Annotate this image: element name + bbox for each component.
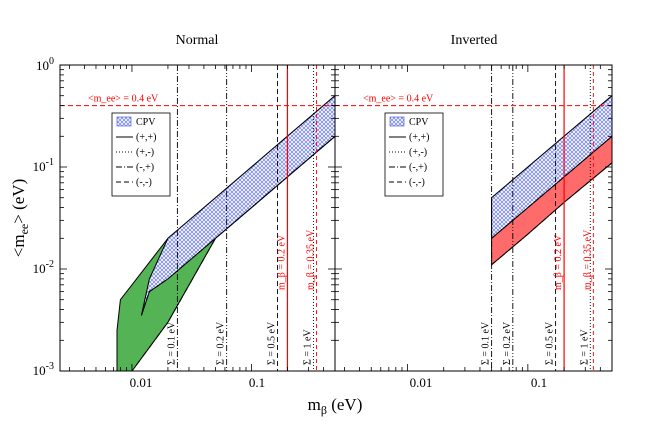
y-axis-label: <mee> (eV) bbox=[9, 179, 31, 257]
curve-mp-1 bbox=[491, 162, 612, 266]
legend-label-mp: (-,+) bbox=[136, 162, 154, 173]
sigma-label-0-3: Σ = 1 eV bbox=[302, 329, 313, 365]
sigma-label-0-0: Σ = 0.1 eV bbox=[166, 321, 177, 365]
x-tick-label-0.1-normal: 0.1 bbox=[249, 375, 265, 390]
legend-label-mp-inverted: (-,+) bbox=[409, 162, 427, 173]
y-tick-label-1e0: 100 bbox=[36, 56, 54, 73]
x-axis-label: mβ (eV) bbox=[308, 395, 363, 417]
legend: CPV (+,+) (+,-) (-,+) (-,-) bbox=[111, 112, 171, 197]
sigma-label-1-3: Σ = 1 eV bbox=[579, 329, 590, 365]
mee-label-1: <m_ee> = 0.4 eV bbox=[363, 94, 434, 105]
mbeta-label-0-1: m_β = 0.35 eV bbox=[305, 229, 316, 290]
sigma-label-1-1: Σ = 0.2 eV bbox=[502, 321, 513, 365]
legend-label-mm-inverted: (-,-) bbox=[409, 177, 425, 188]
legend-label-pp-inverted: (+,+) bbox=[409, 132, 429, 143]
cpv-band-1 bbox=[491, 95, 612, 240]
mee-label-0: <m_ee> = 0.4 eV bbox=[88, 94, 159, 105]
lines-layer: Σ = 0.1 eV Σ = 0.2 eV Σ = 0.5 eV Σ = 1 eV m_… bbox=[60, 65, 612, 371]
mbeta-label-0-0: m_β = 0.2 eV bbox=[276, 234, 287, 290]
legend-inverted: CPV (+,+) (+,-) (-,+) (-,-) bbox=[384, 112, 444, 197]
panel-title-inverted: Inverted bbox=[451, 33, 498, 48]
sigma-label-1-2: Σ = 0.5 eV bbox=[545, 321, 556, 365]
y-tick-label-1e-1: 10-1 bbox=[33, 157, 54, 174]
legend-label-cpv-inverted: CPV bbox=[409, 117, 429, 128]
sigma-label-1-0: Σ = 0.1 eV bbox=[481, 321, 492, 365]
x-tick-label-0.1-inverted: 0.1 bbox=[531, 375, 547, 390]
sigma-label-0-1: Σ = 0.2 eV bbox=[216, 321, 227, 365]
y-tick-label-1e-2: 10-2 bbox=[33, 259, 54, 276]
legend-swatch-cpv-inverted bbox=[389, 116, 405, 127]
mbeta-label-1-0: m_β = 0.2 eV bbox=[553, 234, 564, 290]
legend-label-mm: (-,-) bbox=[136, 177, 152, 188]
legend-box bbox=[111, 112, 171, 197]
panel-title-normal: Normal bbox=[176, 33, 219, 48]
panel-frame-inverted bbox=[334, 64, 613, 372]
y-tick-label-1e-3: 10-3 bbox=[33, 361, 54, 378]
legend-box-inverted bbox=[384, 112, 444, 197]
legend-label-cpv: CPV bbox=[136, 117, 156, 128]
panel-1-bands bbox=[491, 95, 612, 266]
legend-label-pp: (+,+) bbox=[136, 132, 156, 143]
x-tick-label-0.01-inverted: 0.01 bbox=[410, 375, 433, 390]
sigma-label-0-2: Σ = 0.5 eV bbox=[266, 321, 277, 365]
mbeta-label-1-1: m_β = 0.35 eV bbox=[582, 229, 593, 290]
x-tick-label-0.01-normal: 0.01 bbox=[130, 375, 153, 390]
bands-layer bbox=[116, 95, 612, 371]
legend-label-pm: (+,-) bbox=[136, 147, 154, 158]
ticks-layer bbox=[60, 64, 613, 372]
legend-swatch-cpv bbox=[116, 116, 132, 127]
legend-label-pm-inverted: (+,-) bbox=[409, 147, 427, 158]
